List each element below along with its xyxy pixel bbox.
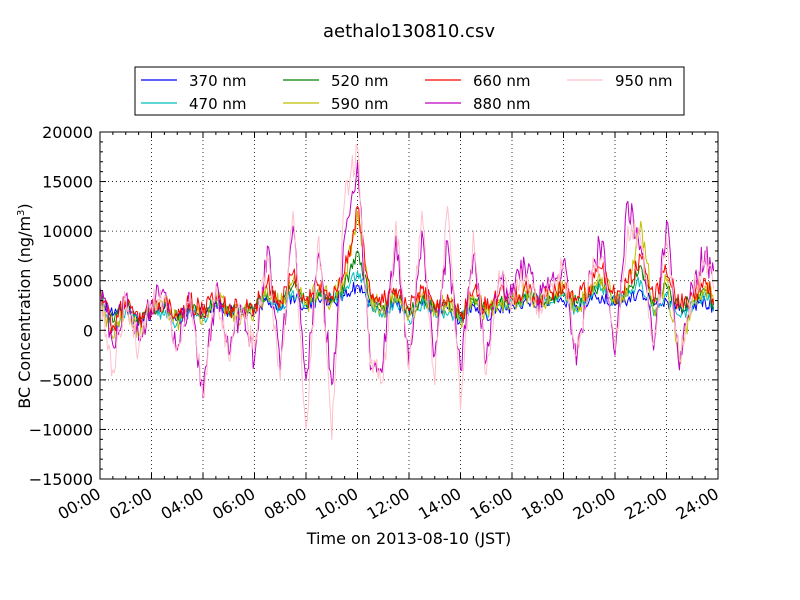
y-tick-label: 15000 bbox=[42, 173, 93, 192]
legend-label: 880 nm bbox=[473, 95, 531, 113]
y-axis-label-superscript: 3 bbox=[16, 210, 27, 216]
legend-label: 370 nm bbox=[189, 72, 247, 90]
legend-label: 520 nm bbox=[331, 72, 389, 90]
x-tick-label: 08:00 bbox=[261, 484, 310, 524]
series-line-590-nm bbox=[99, 210, 715, 364]
y-tick-label: −10000 bbox=[29, 420, 93, 439]
x-tick-label: 22:00 bbox=[621, 484, 670, 524]
x-tick-label: 06:00 bbox=[209, 484, 258, 524]
y-tick-label: 10000 bbox=[42, 222, 93, 241]
y-axis-label-close: ) bbox=[15, 203, 34, 209]
x-tick-label: 02:00 bbox=[106, 484, 155, 524]
series-line-660-nm bbox=[99, 205, 715, 334]
x-axis-label: Time on 2013-08-10 (JST) bbox=[306, 529, 511, 548]
series-line-880-nm bbox=[99, 161, 715, 399]
x-tick-label: 04:00 bbox=[158, 484, 207, 524]
y-tick-labels: 20000 15000 10000 5000 0 −5000 −10000 −15000 bbox=[29, 123, 93, 489]
y-tick-label: 20000 bbox=[42, 123, 93, 142]
y-tick-label: −5000 bbox=[39, 371, 93, 390]
legend-label: 660 nm bbox=[473, 72, 531, 90]
x-tick-labels: 00:00 02:00 04:00 06:00 08:00 10:00 12:00 14:00… bbox=[55, 484, 722, 524]
series-lines bbox=[99, 143, 715, 440]
grid bbox=[100, 132, 718, 479]
y-tick-label: 5000 bbox=[52, 272, 93, 291]
legend-label: 950 nm bbox=[615, 72, 673, 90]
x-tick-label: 16:00 bbox=[467, 484, 516, 524]
y-axis-label-main: BC Concentration (ng/m bbox=[15, 216, 34, 409]
legend-box bbox=[134, 66, 685, 116]
y-tick-label: 0 bbox=[83, 321, 93, 340]
x-tick-label: 20:00 bbox=[570, 484, 619, 524]
legend-label: 590 nm bbox=[331, 95, 389, 113]
y-tick-label: −15000 bbox=[29, 470, 93, 489]
legend-label: 470 nm bbox=[189, 95, 247, 113]
x-tick-label: 12:00 bbox=[364, 484, 413, 524]
x-tick-label: 10:00 bbox=[312, 484, 361, 524]
legend: 370 nm 470 nm 520 nm 590 nm 660 nm 880 nm 950 … bbox=[134, 66, 685, 116]
axis-ticks bbox=[99, 131, 719, 480]
chart-title: aethalo130810.csv bbox=[323, 21, 495, 42]
series-line-950-nm bbox=[99, 143, 715, 440]
y-axis-label: BC Concentration (ng/m3) bbox=[15, 203, 34, 408]
x-tick-label: 14:00 bbox=[415, 484, 464, 524]
x-tick-label: 00:00 bbox=[55, 484, 104, 524]
x-tick-label: 24:00 bbox=[673, 484, 722, 524]
x-tick-label: 18:00 bbox=[518, 484, 567, 524]
